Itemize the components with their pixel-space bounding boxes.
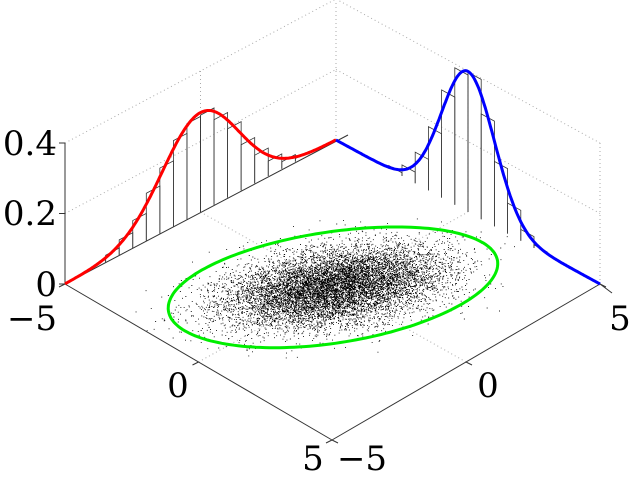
sigma-ellipse xyxy=(166,225,500,350)
y-tick xyxy=(599,283,607,288)
histogram-bar-y xyxy=(200,107,215,212)
x-marginal-curve xyxy=(335,69,601,286)
scatter-points xyxy=(135,218,515,359)
histogram-bar-x xyxy=(494,160,508,234)
x-tick-label-neg5: −5 xyxy=(7,299,57,339)
z-tick-label-0.4: 0.4 xyxy=(3,124,57,164)
x-tick-label-0: 0 xyxy=(167,366,189,406)
histogram-bar-y xyxy=(213,111,228,205)
y-tick-label-neg5: −5 xyxy=(337,439,387,479)
x-tick-label-5: 5 xyxy=(302,439,324,479)
y-tick xyxy=(465,361,473,366)
y-tick-label-5: 5 xyxy=(609,299,631,339)
histogram-bar-x xyxy=(454,67,469,212)
y-tick-label-0: 0 xyxy=(477,366,499,406)
x-tick xyxy=(192,361,199,366)
y-marginal-curve xyxy=(64,109,337,286)
y-tick xyxy=(331,439,339,444)
x-tick xyxy=(325,439,333,444)
z-tick-label-0: 0 xyxy=(35,265,57,305)
back-left-edge xyxy=(64,134,349,285)
x-tick xyxy=(58,283,66,288)
axes xyxy=(58,134,613,444)
z-tick-label-0.2: 0.2 xyxy=(3,194,57,234)
sample-points xyxy=(135,218,515,359)
marginal-curves xyxy=(64,69,601,286)
histogram-bar-x xyxy=(467,71,482,220)
histogram-bar-y xyxy=(186,115,201,220)
